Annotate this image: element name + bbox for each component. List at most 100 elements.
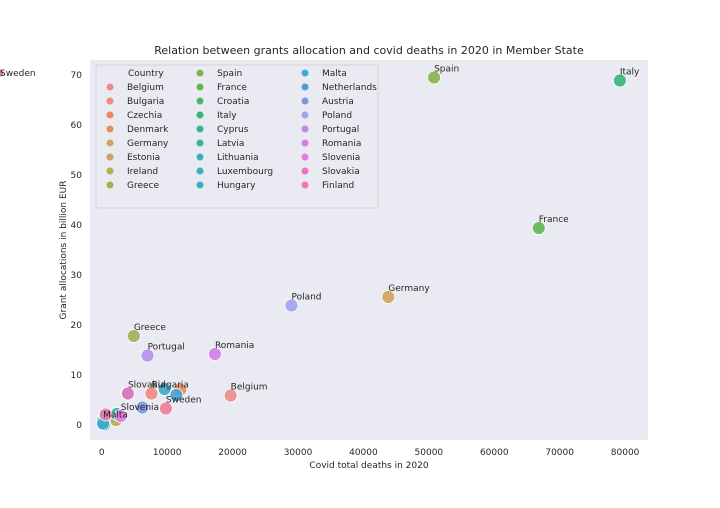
legend-title: Country (128, 69, 164, 79)
legend-marker (196, 167, 204, 175)
point-label: France (539, 215, 569, 225)
legend-label: France (217, 83, 247, 93)
legend-label: Italy (217, 111, 237, 121)
legend-label: Belgium (127, 83, 164, 93)
y-tick-label: 30 (71, 271, 83, 281)
point-label: Poland (291, 293, 321, 303)
legend-marker (196, 111, 204, 119)
legend-marker (196, 83, 204, 91)
x-tick-label: 10000 (153, 448, 182, 458)
scatter-point (126, 329, 141, 343)
chart-title: Relation between grants allocation and c… (154, 44, 584, 57)
legend-marker (301, 167, 309, 175)
legend-marker (106, 139, 114, 147)
legend-marker (196, 125, 204, 133)
scatter-point (144, 386, 159, 401)
scatter-point (531, 221, 546, 235)
data-points (96, 70, 627, 432)
legend-label: Finland (322, 181, 354, 191)
legend-label: Slovakia (322, 167, 360, 177)
legend-label: Latvia (217, 139, 244, 149)
y-tick-label: 70 (71, 71, 83, 81)
scatter-point (140, 348, 155, 363)
y-tick-label: 20 (71, 321, 83, 331)
point-label: Germany (388, 284, 430, 294)
y-tick-label: 60 (71, 121, 83, 131)
scatter-point (223, 388, 238, 403)
scatter-point (135, 400, 150, 415)
x-tick-label: 0 (99, 448, 105, 458)
x-axis-ticks: 0 10000 20000 30000 40000 50000 60000 70000 8000… (99, 448, 640, 458)
legend-label: Croatia (217, 97, 249, 107)
legend-label: Cyprus (217, 125, 249, 135)
legend-marker (196, 97, 204, 105)
scatter-point (113, 409, 128, 423)
point-label: Belgium (231, 383, 268, 393)
legend-label: Germany (127, 139, 169, 149)
legend-marker (301, 139, 309, 147)
point-labels: Belgium Bulgaria Germany Greece Spain France I… (103, 65, 640, 421)
legend-marker (106, 125, 114, 133)
legend-marker (196, 69, 204, 77)
legend-marker (196, 181, 204, 189)
legend-marker (301, 83, 309, 91)
legend-marker (106, 83, 114, 91)
legend-label: Estonia (127, 153, 160, 163)
y-tick-label: 50 (71, 171, 83, 181)
legend-label: Czechia (127, 111, 162, 121)
y-tick-label: 10 (71, 371, 83, 381)
legend-marker (301, 153, 309, 161)
x-tick-label: 20000 (218, 448, 247, 458)
scatter-point (381, 290, 396, 304)
x-tick-label: 60000 (480, 448, 509, 458)
legend-label: Sweden (0, 69, 36, 79)
legend-marker (106, 181, 114, 189)
scatter-point (284, 298, 299, 313)
scatter-point (427, 70, 441, 85)
x-tick-label: 40000 (349, 448, 378, 458)
point-label: Portugal (148, 343, 185, 353)
legend-label: Spain (217, 69, 242, 79)
legend-label: Lithuania (217, 153, 259, 163)
legend-label: Malta (322, 69, 347, 79)
point-label: Italy (620, 68, 640, 78)
scatter-point (169, 388, 184, 402)
point-label: Bulgaria (151, 381, 188, 391)
legend-label: Greece (127, 181, 159, 191)
scatter-point (612, 73, 627, 88)
legend-label: Poland (322, 111, 352, 121)
y-axis-label: Grant allocations in billion EUR (59, 181, 69, 320)
legend-label: Hungary (217, 181, 256, 191)
x-tick-label: 80000 (611, 448, 640, 458)
scatter-point (157, 382, 172, 396)
legend-marker (301, 181, 309, 189)
legend-marker (106, 153, 114, 161)
legend-label: Luxembourg (217, 167, 273, 177)
legend-marker (106, 111, 114, 119)
legend-marker (196, 139, 204, 147)
point-label: Spain (434, 65, 459, 75)
x-tick-label: 50000 (415, 448, 444, 458)
y-tick-label: 40 (71, 221, 83, 231)
legend-label: Netherlands (322, 83, 377, 93)
scatter-point (208, 347, 222, 361)
x-tick-label: 70000 (545, 448, 574, 458)
point-label: Malta (103, 411, 128, 421)
legend-marker (196, 153, 204, 161)
point-label: Sweden (166, 396, 202, 406)
legend-label: Austria (322, 97, 354, 107)
point-label: Slovenia (121, 403, 159, 413)
legend-label: Portugal (322, 125, 359, 135)
y-axis-ticks: 0 10 20 30 40 50 60 70 (71, 71, 83, 431)
legend-items: Belgium Bulgaria Czechia Denmark Germany Esto… (0, 69, 377, 191)
x-tick-label: 30000 (284, 448, 313, 458)
legend-label: Denmark (127, 125, 169, 135)
scatter-point (98, 407, 113, 422)
point-label: Greece (134, 323, 166, 333)
legend: Country Belgium Bulgaria Czechia Denmark Ger… (0, 64, 379, 209)
legend-label: Slovenia (322, 153, 360, 163)
point-label: Slovakia (128, 381, 166, 391)
point-label: Romania (215, 341, 254, 351)
legend-marker (301, 97, 309, 105)
